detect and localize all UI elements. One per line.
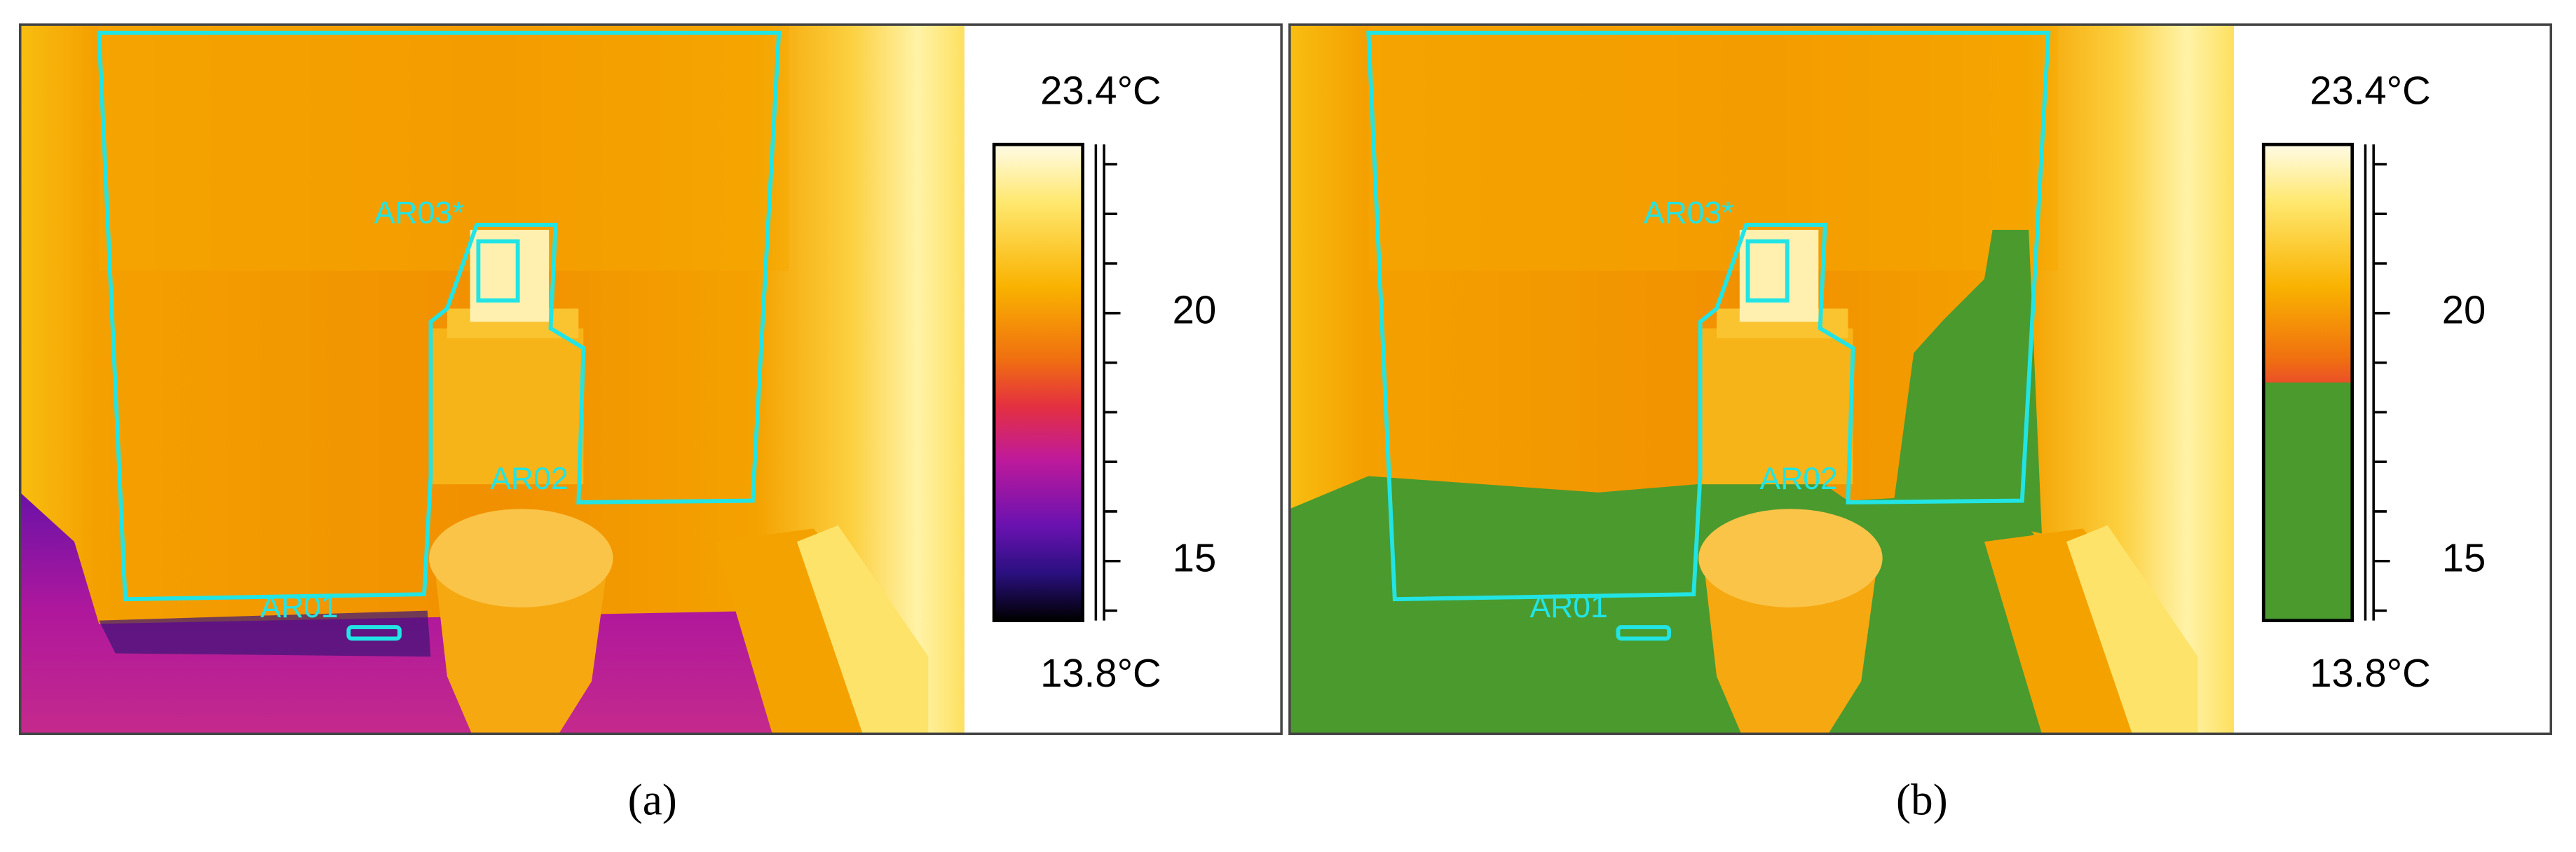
- roi-box: [1616, 625, 1671, 641]
- toilet-body: [1703, 561, 1878, 734]
- colorbar-frame: [2261, 142, 2354, 622]
- colorbar-max-label: 23.4°C: [2310, 68, 2430, 112]
- roi-outline: [97, 30, 782, 602]
- colorbar: [994, 144, 1083, 621]
- colorbar-tick-label: 15: [2442, 536, 2486, 580]
- toilet-body: [434, 561, 608, 734]
- roi-label: AR01: [1529, 590, 1607, 624]
- bathtub-rim: [796, 525, 929, 734]
- panel-frame: [18, 23, 1283, 736]
- roi-label: AR02: [1759, 462, 1837, 496]
- caption: (a): [628, 776, 677, 825]
- colorbar-tick-label: 20: [2442, 288, 2486, 332]
- cold-floor: [20, 492, 822, 734]
- colorbar-min-label: 13.8°C: [2310, 651, 2430, 695]
- toilet-lid: [429, 509, 613, 607]
- roi-label: AR01: [260, 590, 338, 624]
- colorbar-tick-label: 15: [1173, 536, 1217, 580]
- roi-label: AR03*: [374, 196, 465, 231]
- cistern: [430, 328, 584, 485]
- upper-wall: [1368, 25, 2059, 271]
- thermal-image: [1289, 25, 2235, 734]
- cold-band: [99, 610, 431, 657]
- panel: AR03* AR02 AR01 15 20 23.4°C 13.8°C (a): [18, 23, 1283, 825]
- roi-box: [476, 239, 520, 303]
- threshold-region: [1894, 230, 2042, 534]
- colorbar-max-label: 23.4°C: [1040, 68, 1161, 112]
- colorbar-threshold: [2263, 382, 2352, 621]
- roi-outline: [1366, 30, 2051, 602]
- colorbar-tick-label: 20: [1173, 288, 1217, 332]
- panel-frame: [1288, 23, 2552, 736]
- panel: AR03* AR02 AR01 15 20 23.4°C 13.8°C (b): [1288, 23, 2552, 825]
- thermal-image: [20, 25, 965, 734]
- roi-box: [1745, 239, 1790, 303]
- toilet-lid: [1698, 509, 1883, 607]
- caption: (b): [1896, 776, 1948, 825]
- roi-box: [346, 625, 402, 641]
- colorbar-min-label: 13.8°C: [1040, 651, 1161, 695]
- colorbar-frame: [992, 142, 1084, 622]
- bathtub-rim: [2066, 525, 2198, 734]
- panel-hot: [1739, 230, 1819, 322]
- cistern: [1700, 328, 1853, 485]
- threshold-region: [1289, 476, 2059, 734]
- roi-label: AR03*: [1644, 196, 1734, 231]
- panel-hot: [470, 230, 550, 322]
- upper-wall: [99, 25, 789, 271]
- roi-label: AR02: [490, 462, 568, 496]
